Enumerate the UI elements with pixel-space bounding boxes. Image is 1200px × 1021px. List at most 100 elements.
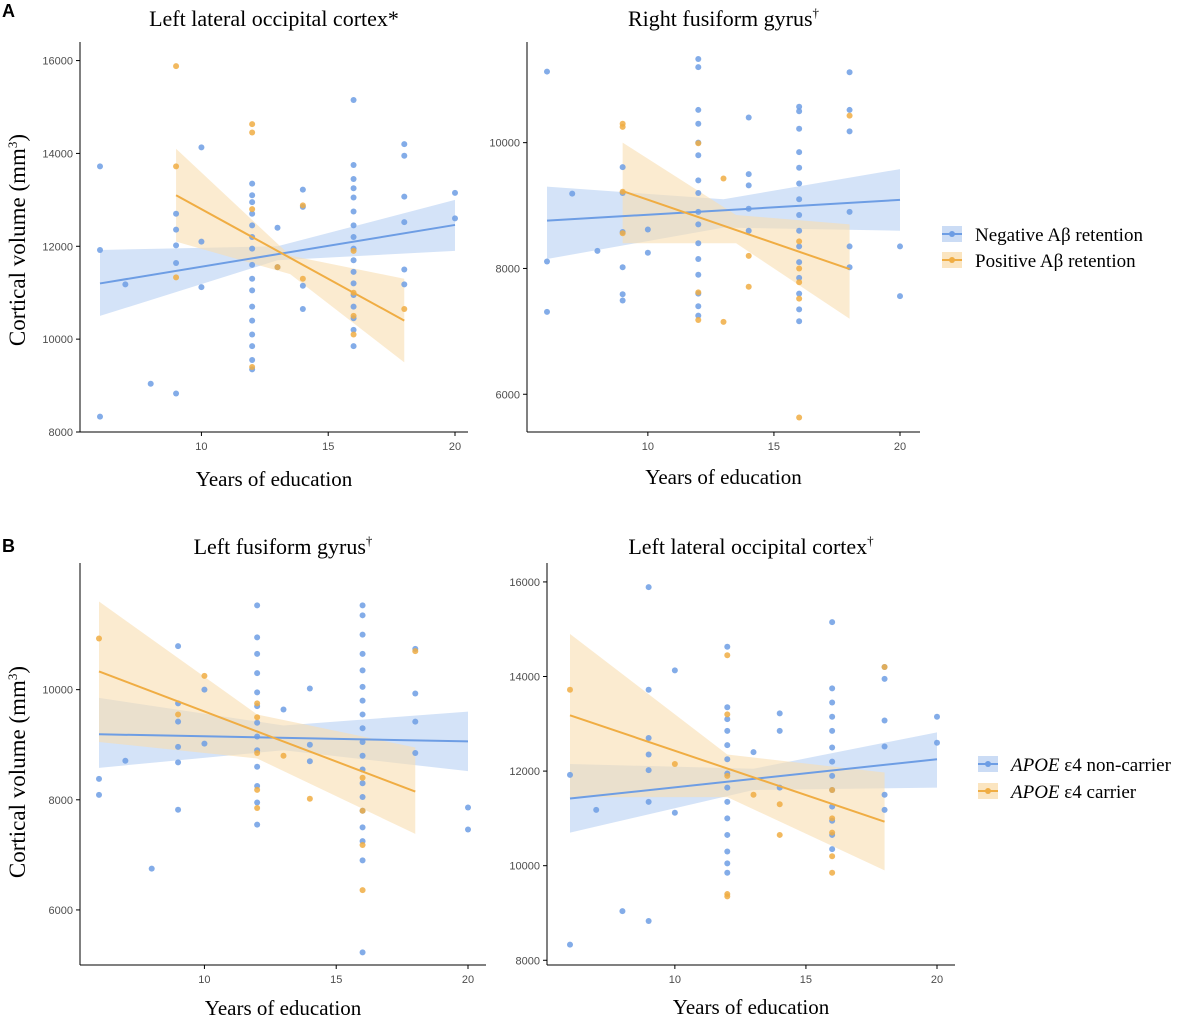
y-tick-label: 8000	[516, 955, 540, 967]
data-point-series-2	[796, 295, 803, 302]
data-point-series-1	[829, 744, 836, 751]
data-point-series-1	[249, 192, 256, 199]
data-point-series-2	[249, 129, 256, 136]
data-point-series-2	[350, 312, 357, 319]
x-axis-label: Years of education	[196, 467, 353, 491]
data-point-series-1	[173, 226, 180, 233]
data-point-series-1	[846, 106, 853, 113]
data-point-series-1	[829, 713, 836, 720]
data-point-series-1	[695, 189, 702, 196]
data-point-series-1	[724, 704, 731, 711]
x-axis-label: Years of education	[673, 995, 830, 1019]
data-point-series-1	[359, 794, 366, 801]
data-point-series-1	[249, 303, 256, 310]
data-point-series-1	[619, 164, 626, 171]
chart-title-mark: *	[388, 6, 399, 31]
data-point-series-1	[359, 667, 366, 674]
data-point-series-1	[249, 210, 256, 217]
data-point-series-1	[645, 751, 652, 758]
data-point-series-1	[249, 199, 256, 206]
data-point-series-1	[544, 68, 550, 75]
data-point-series-1	[412, 749, 419, 756]
data-point-series-1	[796, 211, 803, 218]
x-tick-label: 15	[768, 441, 780, 453]
y-tick-label: 10000	[42, 334, 73, 346]
data-point-series-1	[544, 258, 550, 265]
data-point-series-1	[249, 261, 256, 268]
data-point-series-1	[249, 331, 256, 338]
chart-title: Left lateral occipital cortex†	[628, 533, 874, 559]
data-point-series-2	[829, 829, 836, 836]
data-point-series-1	[350, 162, 357, 169]
x-tick-label: 15	[330, 974, 342, 986]
data-point-series-1	[359, 738, 366, 745]
data-point-series-1	[881, 717, 888, 724]
data-point-series-1	[201, 686, 208, 693]
data-point-series-1	[881, 675, 888, 682]
data-point-series-1	[359, 857, 366, 864]
data-point-series-2	[201, 672, 208, 679]
data-point-series-1	[671, 667, 678, 674]
regression-line-2	[175, 194, 405, 322]
data-point-series-1	[359, 612, 366, 619]
data-point-series-1	[724, 742, 731, 749]
data-point-series-1	[306, 685, 313, 692]
data-point-series-1	[796, 259, 803, 266]
legend-a-label-1: Positive Aβ retention	[975, 251, 1136, 272]
data-point-series-1	[645, 798, 652, 805]
data-point-series-1	[695, 221, 702, 228]
data-point-series-1	[401, 193, 408, 200]
data-point-series-1	[897, 243, 903, 250]
y-tick-label: 16000	[42, 56, 73, 68]
y-tick-label: 12000	[42, 241, 73, 253]
data-point-series-1	[359, 711, 366, 718]
legend-b-key-dot-1	[985, 788, 991, 794]
data-point-series-1	[147, 380, 154, 387]
data-point-series-1	[359, 824, 366, 831]
x-tick-label: 20	[449, 441, 461, 453]
data-point-series-2	[173, 163, 180, 170]
data-point-series-1	[254, 821, 261, 828]
data-point-series-1	[175, 806, 182, 813]
data-point-series-2	[796, 414, 803, 421]
data-point-series-1	[619, 264, 626, 271]
regression-line-2	[98, 670, 416, 793]
data-point-series-1	[412, 718, 419, 725]
data-point-series-1	[299, 282, 306, 289]
data-point-series-1	[175, 643, 182, 650]
data-point-series-1	[796, 149, 803, 156]
data-point-series-2	[359, 841, 366, 848]
data-point-series-2	[254, 749, 261, 756]
x-tick-label: 10	[198, 974, 210, 986]
data-point-series-1	[619, 297, 626, 304]
data-point-series-1	[359, 650, 366, 657]
data-point-series-1	[724, 784, 731, 791]
data-point-series-2	[829, 869, 836, 876]
data-point-series-1	[796, 125, 803, 132]
panel-label-b: B	[2, 536, 15, 556]
data-point-series-1	[829, 758, 836, 765]
data-point-series-2	[829, 815, 836, 822]
regression-line-2	[622, 190, 850, 271]
data-point-series-1	[249, 245, 256, 252]
data-point-series-1	[695, 256, 702, 263]
legend-a-label-0: Negative Aβ retention	[975, 225, 1143, 246]
regression-line-2	[569, 714, 885, 823]
data-point-series-1	[796, 108, 803, 115]
regression-line-1	[569, 758, 938, 800]
data-point-series-1	[173, 210, 180, 217]
data-point-series-2	[724, 711, 731, 718]
data-point-series-1	[249, 317, 256, 324]
data-point-series-2	[745, 283, 752, 290]
y-tick-label: 14000	[42, 148, 73, 160]
data-point-series-1	[359, 949, 366, 956]
data-point-series-1	[401, 152, 408, 159]
data-point-series-2	[724, 893, 731, 900]
data-point-series-1	[350, 303, 357, 310]
data-point-series-2	[567, 686, 573, 693]
data-point-series-1	[412, 690, 419, 697]
legend-a-key-dot-1	[949, 257, 955, 263]
data-point-series-1	[846, 208, 853, 215]
data-point-series-1	[359, 780, 366, 787]
data-point-series-2	[306, 795, 313, 802]
